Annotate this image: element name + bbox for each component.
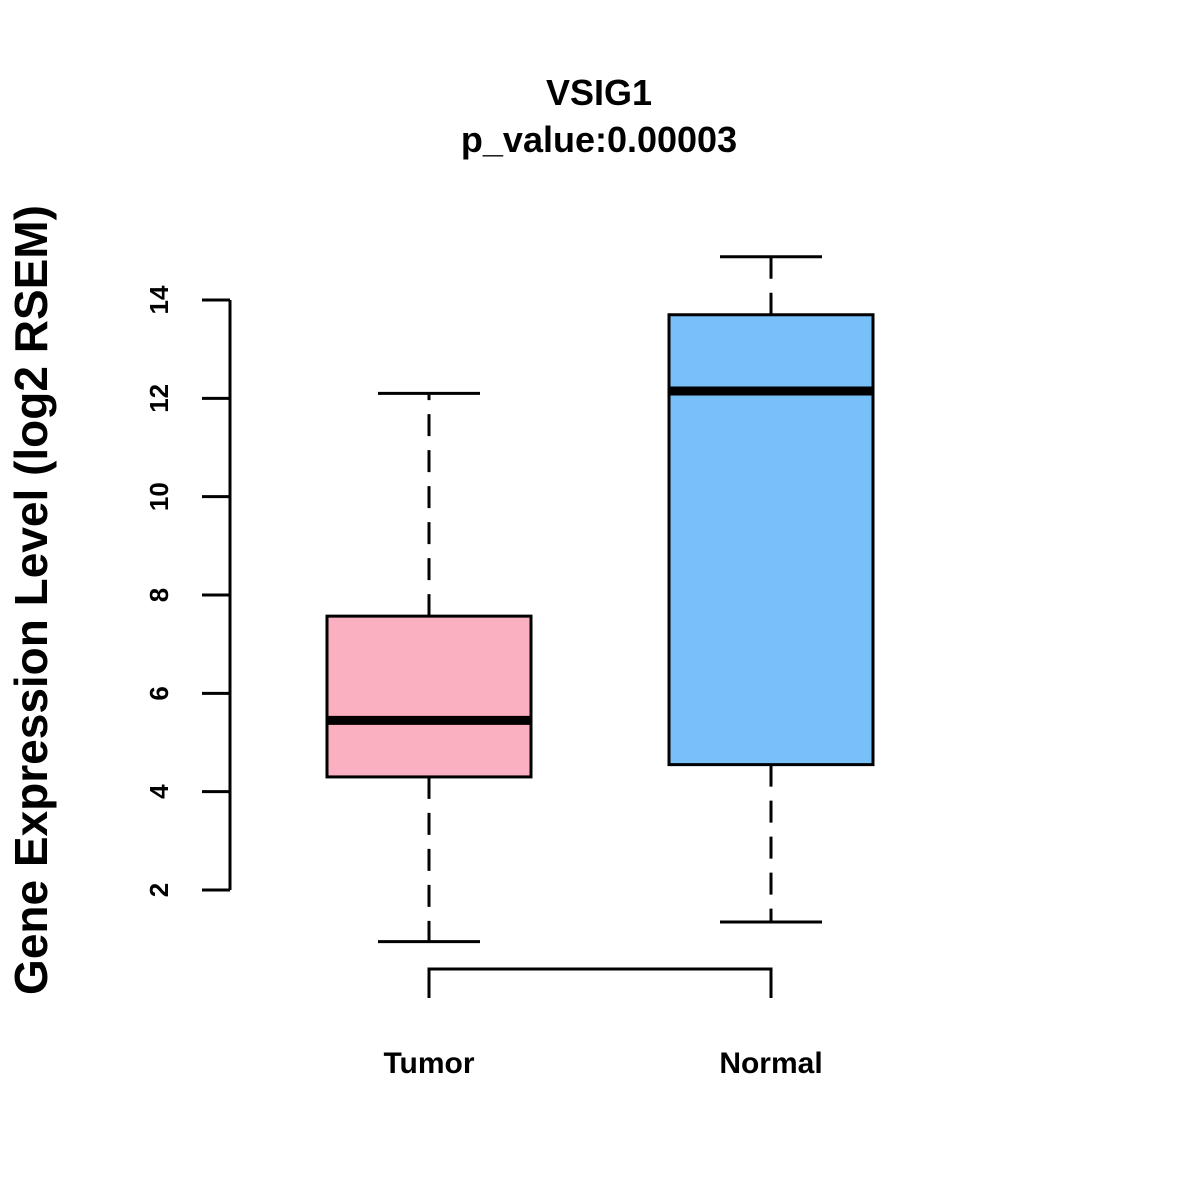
y-tick-label: 6 [144,686,174,700]
box-tumor [325,391,533,944]
iqr-box [667,313,875,767]
y-tick-label: 12 [144,384,174,413]
y-tick-label: 14 [144,285,174,314]
chart-subtitle: p_value:0.00003 [461,119,737,160]
comparison-bracket [427,967,773,998]
category-label-normal: Normal [719,1047,822,1080]
box-normal [667,255,875,924]
category-label-tumor: Tumor [383,1047,474,1080]
y-axis: 2 4 6 8 10 12 14 [144,285,232,897]
y-tick-label: 2 [144,883,174,897]
category-labels: Tumor Normal [383,1047,822,1080]
y-tick-label: 4 [144,784,174,799]
y-tick-label: 8 [144,588,174,602]
iqr-box [325,614,533,779]
y-axis-label: Gene Expression Level (log2 RSEM) [5,205,57,995]
box-series [325,255,875,944]
y-tick-label: 10 [144,482,174,511]
bracket-line [427,967,773,998]
chart-title: VSIG1 [546,72,652,113]
